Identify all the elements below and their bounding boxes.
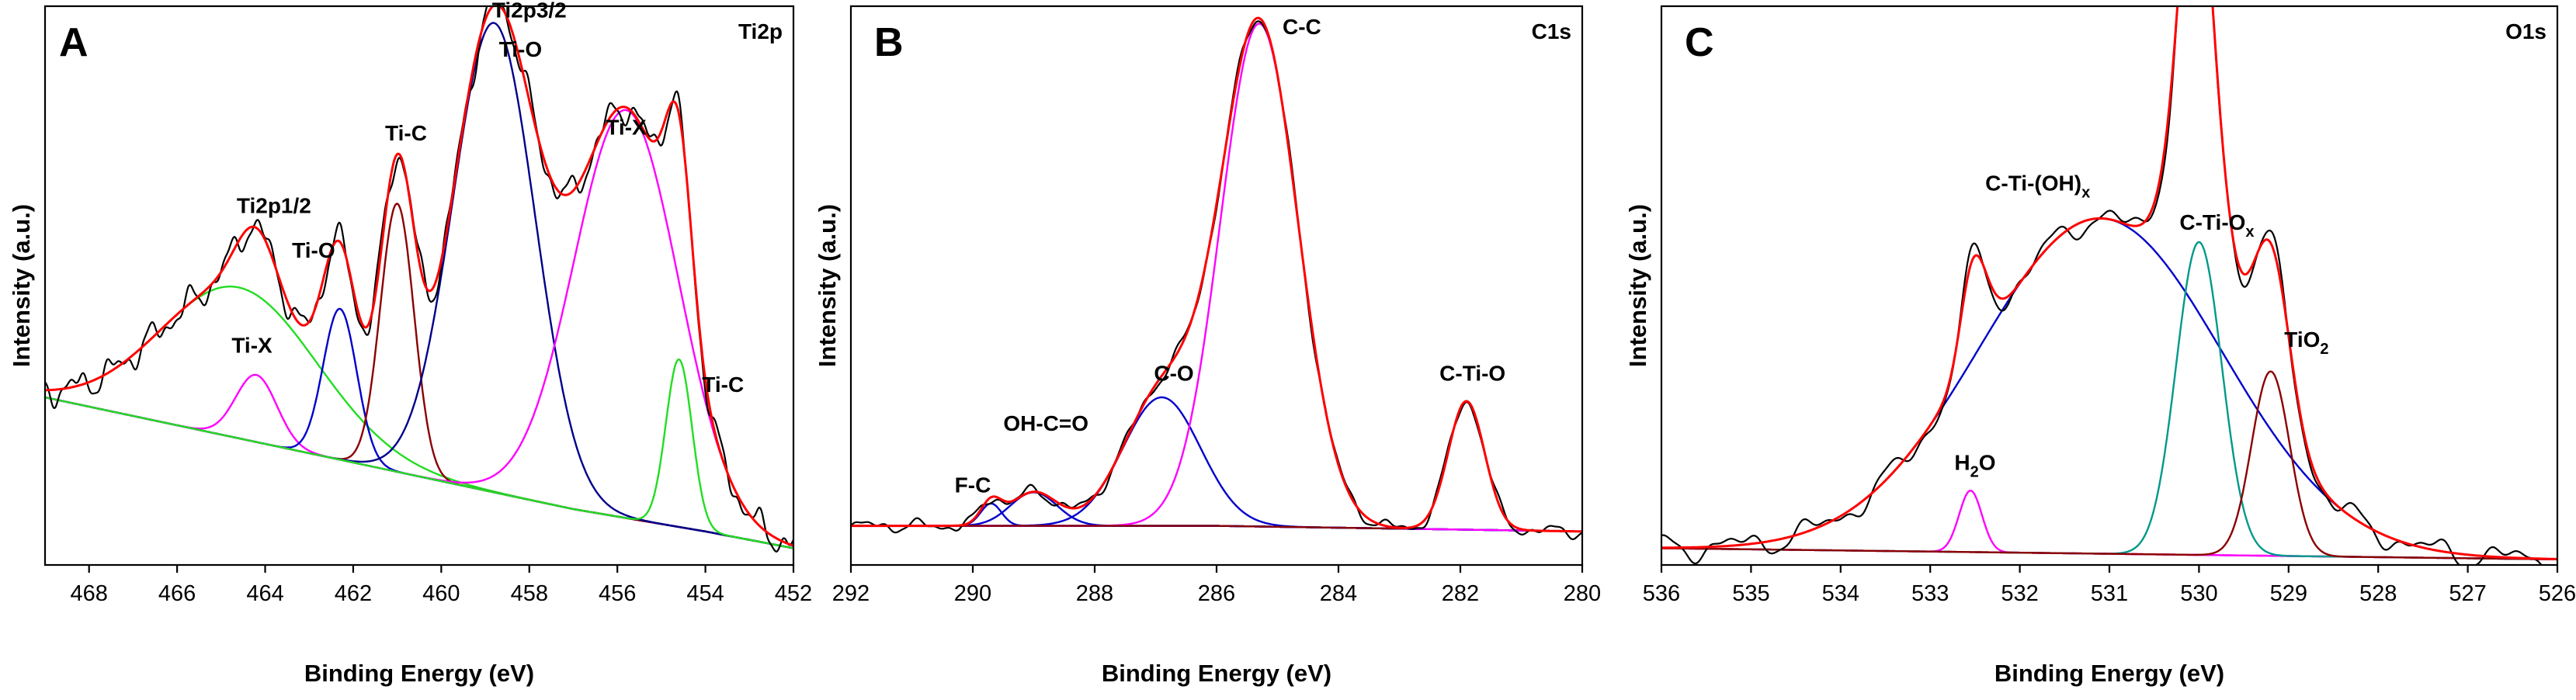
y-axis-title: Intensity (a.u.) [1624,204,1651,367]
peak-label: C-Ti-Ox [2179,210,2254,241]
background-line [45,396,793,549]
core-level-label: O1s [2505,19,2546,43]
peak-label: C-O [1154,361,1193,385]
peak-label: Ti-C [702,373,744,397]
peak-label: TiO2 [2284,327,2328,358]
plot-frame [1660,5,2559,567]
x-tick-label: 534 [1822,581,1859,606]
x-tick-label: 527 [2449,581,2486,606]
peak-label: Ti-X [231,333,273,357]
x-tick-label: 464 [246,581,283,606]
core-level-label: C1s [1532,19,1571,43]
y-axis-title: Intensity (a.u.) [814,204,841,367]
x-axis-title: Binding Energy (eV) [1994,660,2224,687]
peak-label: Ti-X [606,116,647,140]
x-tick-label: 535 [1732,581,1769,606]
x-tick-label: 284 [1320,581,1357,606]
x-tick-label: 532 [2001,581,2038,606]
x-tick-label: 288 [1076,581,1113,606]
component-c-ti-oh-x-peak [1661,217,2557,560]
component-ti-o-peak [45,307,793,549]
x-tick-label: 282 [1442,581,1479,606]
panel-B: 292 290 288 286 284 282 280 Binding Energy (eV)… [814,5,1601,687]
component-ti-x-peak [45,286,793,549]
x-tick-label: 533 [1911,581,1949,606]
x-tick-label: 456 [599,581,636,606]
x-tick-label: 536 [1643,581,1680,606]
x-tick-label: 460 [422,581,460,606]
peak-label: Ti2p3/2 [492,0,567,22]
x-tick-label: 466 [158,581,196,606]
peak-label: C-Ti-(OH)x [1985,172,2090,202]
component-c-ti-ox-peak [1661,241,2557,560]
fit-envelope [45,6,793,547]
x-axis-title: Binding Energy (eV) [304,660,534,687]
plot-frame [43,5,795,567]
plot-area [45,6,793,553]
fit-envelope [851,16,1582,533]
component-ti-c-peak [45,358,793,549]
x-tick-label: 286 [1198,581,1235,606]
x-tick-label: 468 [71,581,108,606]
plot-area [851,16,1582,540]
x-tick-label: 462 [335,581,372,606]
component-ti-x-peak [45,109,793,547]
peak-label: Ti-C [385,121,427,145]
peak-label: Ti-O [292,238,335,262]
peak-label: Ti-O [499,37,542,61]
component-ti-o-peak [45,22,793,549]
peak-label: F-C [955,473,991,497]
x-tick-label: 529 [2270,581,2307,606]
panel-A: 468 466 464 462 460 458 456 454 452 Binding Energ… [8,0,812,687]
x-tick-label: 458 [511,581,548,606]
component-c-c-peak [851,23,1582,532]
raw-spectrum [851,20,1582,540]
peak-label: H2O [1954,451,1995,481]
component-tio2-peak [1661,370,2557,560]
raw-spectrum [45,6,793,553]
x-tick-label: 292 [832,581,870,606]
component-c-ti-o-peak [851,400,1582,532]
x-tick-label: 280 [1564,581,1601,606]
raw-spectrum [1661,6,2543,565]
component-ti-c-peak [45,203,793,549]
x-tick-label: 531 [2091,581,2128,606]
x-tick-label: 452 [775,581,812,606]
x-tick-label: 290 [954,581,991,606]
x-tick-label: 454 [686,581,724,606]
peak-label: Ti2p1/2 [237,193,311,217]
x-axis-title: Binding Energy (eV) [1102,660,1331,687]
core-level-label: Ti2p [738,19,783,43]
peak-label: C-Ti-O [1439,361,1505,385]
x-tick-label: 528 [2359,581,2397,606]
y-axis-title: Intensity (a.u.) [8,204,35,367]
panel-letter: C [1685,20,1714,65]
panel-C: 536 535 534 533 532 531 530 529 528 527 526 Binding… [1624,5,2576,687]
component-c-o-peak [851,396,1582,532]
panel-letter: B [874,20,904,65]
x-tick-label: 526 [2539,581,2576,606]
fit-envelope [1661,6,2557,560]
panel-letter: A [59,20,89,65]
peak-label: OH-C=O [1003,411,1088,435]
x-tick-label: 530 [2180,581,2217,606]
plot-area [1661,6,2557,565]
peak-label: C-C [1283,15,1321,39]
component-ti-x-peak [45,373,793,549]
